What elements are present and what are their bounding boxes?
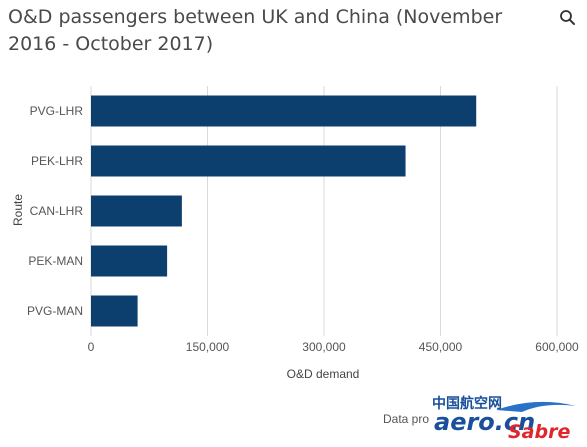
x-tick-label: 600,000: [535, 340, 579, 354]
y-axis-title: Route: [11, 194, 25, 226]
x-tick-label: 300,000: [302, 340, 346, 354]
search-button[interactable]: [558, 8, 578, 28]
bar[interactable]: [91, 195, 182, 227]
category-label: PEK-MAN: [28, 254, 83, 268]
category-label: PVG-MAN: [27, 304, 83, 318]
chart-title: O&D passengers between UK and China (Nov…: [8, 6, 503, 55]
value-tick-labels: 0 150,000 300,000 450,000 600,000: [88, 340, 579, 354]
x-axis-title: O&D demand: [287, 367, 360, 381]
category-labels: PVG-LHR PEK-LHR CAN-LHR PEK-MAN PVG-MAN: [27, 104, 83, 318]
bar[interactable]: [91, 145, 406, 177]
logo-text-2: Sabre: [508, 421, 570, 442]
category-label: PVG-LHR: [30, 104, 84, 118]
x-tick-label: 150,000: [186, 340, 230, 354]
logo-text: aero.cn: [434, 408, 535, 436]
logo-icon: 中国航空网 aero.cn Sabre: [432, 395, 576, 443]
x-tick-label: 450,000: [419, 340, 463, 354]
bar[interactable]: [91, 95, 477, 127]
bar[interactable]: [91, 245, 168, 277]
category-label: CAN-LHR: [30, 204, 84, 218]
bars: [91, 95, 477, 327]
aero-sabre-logo: 中国航空网 aero.cn Sabre: [426, 392, 586, 443]
logo-text-cn: 中国航空网: [432, 395, 502, 412]
data-source-text: Data pro: [383, 412, 430, 426]
category-label: PEK-LHR: [31, 154, 83, 168]
bar[interactable]: [91, 295, 138, 327]
search-icon: [560, 10, 575, 25]
x-tick-label: 0: [88, 340, 95, 354]
